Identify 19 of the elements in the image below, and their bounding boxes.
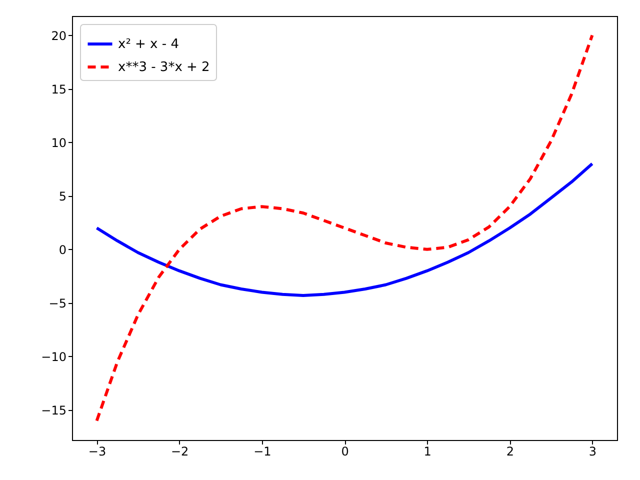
- y-tick-label: −5: [48, 296, 66, 310]
- line-series: [95, 162, 594, 297]
- x-tick-label: 2: [506, 444, 514, 458]
- y-tick-label: −15: [41, 404, 66, 418]
- x-tick-label: −2: [170, 444, 189, 458]
- x-tick-label: 1: [424, 444, 432, 458]
- y-tick-label: 15: [51, 82, 66, 96]
- y-tick-label: 10: [51, 136, 66, 150]
- legend-label: x² + x - 4: [118, 37, 179, 52]
- line-series: [95, 34, 594, 422]
- x-tick-label: 0: [341, 444, 349, 458]
- y-tick-label: −10: [41, 350, 66, 364]
- legend-label: x**3 - 3*x + 2: [118, 60, 210, 75]
- x-tick-label: −3: [88, 444, 106, 458]
- y-tick-label: 0: [58, 242, 66, 257]
- x-tick-label: −1: [254, 444, 272, 458]
- y-tick-label: 20: [51, 28, 66, 43]
- y-tick-label: 5: [58, 189, 66, 204]
- x-tick-label: 3: [588, 444, 597, 458]
